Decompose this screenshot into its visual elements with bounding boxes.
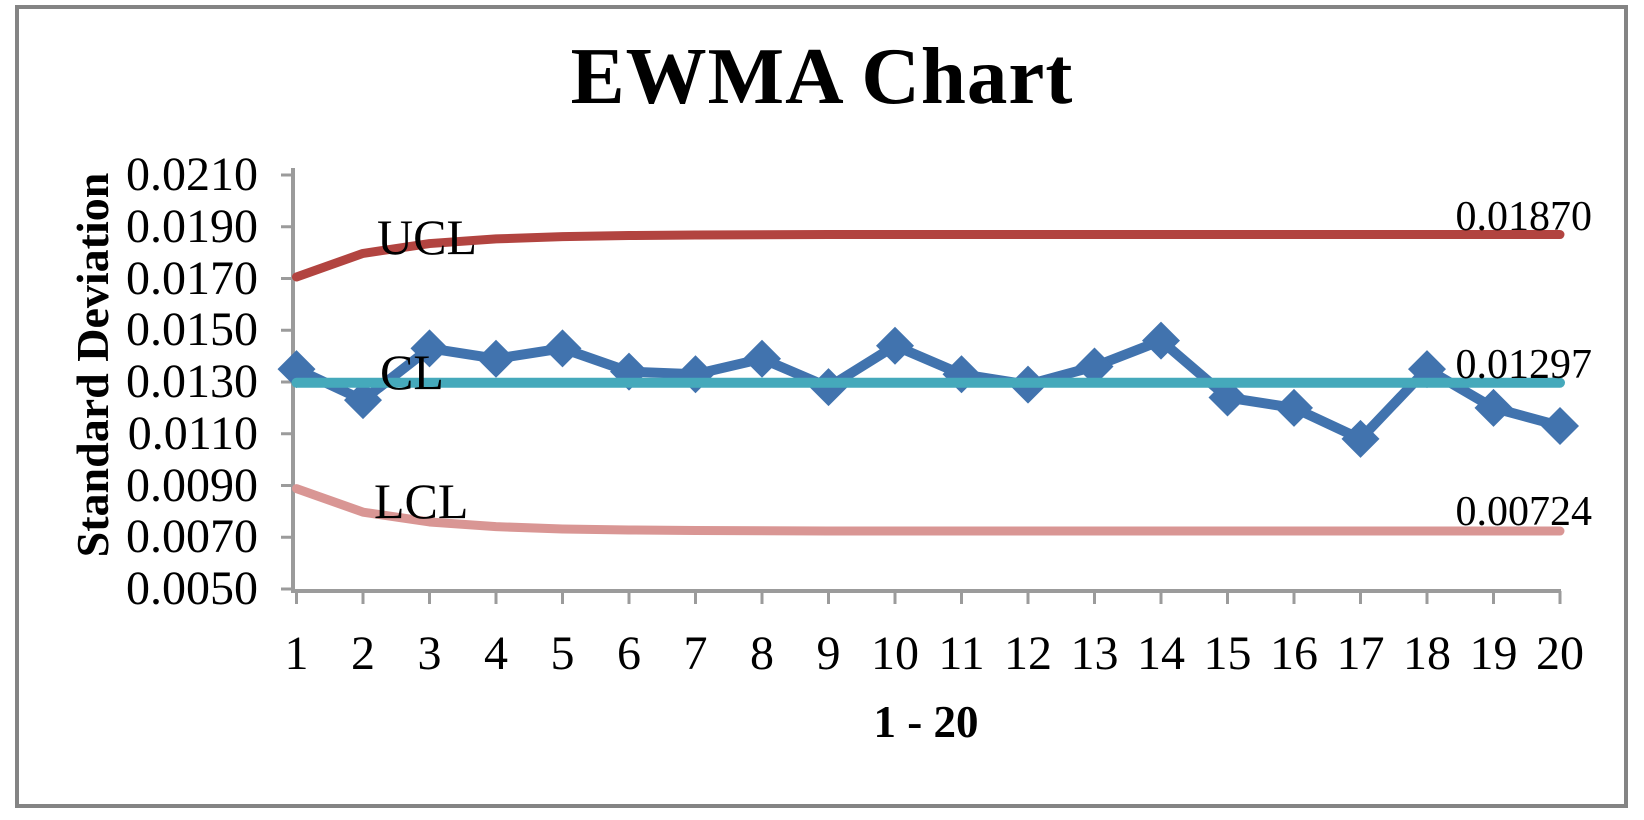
x-tick-label: 10 (871, 627, 919, 680)
chart-outer-frame (15, 5, 1628, 808)
x-tick-label: 6 (617, 627, 641, 680)
y-tick-label: 0.0110 (127, 406, 258, 460)
x-tick-label: 4 (484, 627, 508, 680)
x-tick-label: 13 (1070, 627, 1119, 680)
chart-title: EWMA Chart (570, 31, 1074, 121)
cl-line-label: CL (380, 344, 444, 400)
lcl-end-value: 0.00724 (1455, 489, 1593, 535)
x-tick-label: 16 (1270, 627, 1318, 680)
x-tick-label: 11 (938, 627, 985, 680)
x-tick-label: 20 (1536, 627, 1584, 680)
x-tick-label: 18 (1403, 627, 1451, 680)
ewma-marker (543, 329, 582, 368)
x-tick-label: 3 (417, 627, 442, 680)
y-tick-label: 0.0210 (126, 148, 258, 201)
ewma-marker (1474, 388, 1513, 427)
y-tick-label: 0.0070 (126, 510, 258, 564)
x-tick-label: 5 (550, 627, 575, 680)
x-tick-label: 1 (284, 627, 309, 680)
y-tick-label: 0.0190 (126, 199, 258, 253)
ewma-marker (1142, 321, 1180, 360)
cl-end-value: 0.01297 (1455, 342, 1593, 388)
ucl-line-label: UCL (377, 209, 477, 265)
ewma-marker (1075, 347, 1114, 386)
ewma-marker (1275, 388, 1313, 427)
x-tick-label: 17 (1336, 627, 1385, 680)
x-tick-label: 12 (1004, 627, 1052, 680)
ewma-marker (410, 329, 449, 368)
y-tick-label: 0.0170 (126, 251, 258, 305)
ewma-marker (743, 339, 781, 378)
y-tick-label: 0.0130 (126, 355, 258, 408)
ewma-marker (477, 339, 515, 378)
ewma-marker (876, 326, 914, 365)
ewma-marker (344, 381, 382, 420)
x-tick-label: 19 (1469, 627, 1518, 680)
x-tick-label: 15 (1203, 627, 1252, 680)
y-tick-label: 0.0090 (126, 458, 258, 512)
lcl-line (292, 484, 1565, 536)
x-tick-label: 8 (750, 627, 774, 680)
x-axis-title: 1 - 20 (873, 697, 979, 747)
y-tick-label: 0.0150 (126, 303, 258, 357)
ucl-line (292, 230, 1565, 282)
x-tick-label: 7 (683, 627, 708, 680)
ewma-marker (1341, 419, 1380, 458)
x-tick-label: 2 (351, 627, 375, 680)
x-tick-label: 14 (1137, 627, 1185, 680)
ewma-marker (1541, 406, 1579, 445)
ewma-marker (1208, 378, 1247, 417)
y-tick-label: 0.0050 (126, 562, 258, 615)
ucl-end-value: 0.01870 (1455, 194, 1593, 240)
lcl-line-label: LCL (374, 473, 469, 529)
x-tick-label: 9 (816, 627, 841, 680)
